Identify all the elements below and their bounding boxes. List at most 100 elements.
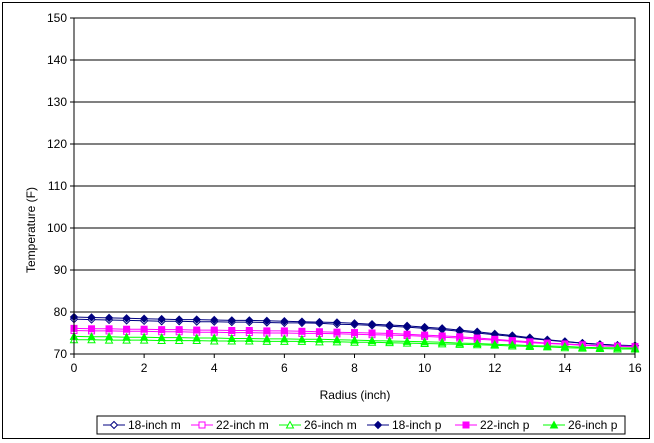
y-tick-label: 90 xyxy=(54,263,68,277)
y-tick-label: 150 xyxy=(47,11,67,25)
legend-item: 18-inch p xyxy=(367,418,442,432)
data-point xyxy=(174,315,184,324)
y-tick-label: 80 xyxy=(54,305,68,319)
data-point xyxy=(87,332,96,341)
data-point xyxy=(104,313,114,323)
data-point xyxy=(367,319,377,329)
data-point xyxy=(87,313,96,322)
data-point xyxy=(350,319,359,328)
legend-swatch-marker xyxy=(549,420,559,429)
data-point xyxy=(367,336,377,345)
data-point xyxy=(332,335,342,344)
data-point xyxy=(210,315,219,325)
data-point xyxy=(333,328,341,336)
x-axis-title: Radius (inch) xyxy=(320,388,391,402)
legend-swatch-marker xyxy=(462,421,470,429)
legend-label: 18-inch p xyxy=(392,418,442,432)
data-point xyxy=(420,322,429,332)
data-point xyxy=(105,325,113,333)
legend-item: 26-inch m xyxy=(279,418,357,432)
data-point xyxy=(420,337,429,346)
data-point xyxy=(262,334,272,343)
series-layer xyxy=(69,312,640,353)
data-point xyxy=(560,341,570,350)
data-point xyxy=(175,326,183,334)
x-tick-label: 4 xyxy=(211,361,218,375)
legend-item: 22-inch m xyxy=(191,418,269,432)
data-point xyxy=(315,317,324,327)
data-point xyxy=(507,340,517,349)
data-point xyxy=(351,329,358,337)
y-axis-title: Temperature (F) xyxy=(24,187,38,273)
x-tick-label: 6 xyxy=(281,361,288,375)
data-point xyxy=(209,333,219,342)
data-point xyxy=(578,342,587,351)
data-point xyxy=(157,314,166,324)
data-point xyxy=(227,333,237,342)
legend-item: 18-inch m xyxy=(103,418,181,432)
x-tick-label: 14 xyxy=(558,361,572,375)
x-tick-label: 2 xyxy=(141,361,148,375)
data-point xyxy=(193,326,201,334)
data-point xyxy=(157,333,166,342)
legend-label: 18-inch m xyxy=(128,418,181,432)
legend-label: 26-inch m xyxy=(304,418,357,432)
legend-label: 22-inch m xyxy=(216,418,269,432)
data-point xyxy=(245,326,253,334)
data-point xyxy=(402,321,412,331)
series-26-inch-p xyxy=(69,331,640,352)
data-point xyxy=(140,325,148,333)
data-point xyxy=(297,334,307,343)
legend-swatch-marker xyxy=(198,421,206,429)
data-point xyxy=(122,332,131,341)
data-point xyxy=(139,314,149,323)
legend-box xyxy=(96,415,626,435)
x-tick-label: 12 xyxy=(488,361,502,375)
legend-label: 22-inch p xyxy=(480,418,530,432)
y-tick-label: 140 xyxy=(47,53,67,67)
plot-area xyxy=(73,17,636,355)
data-point xyxy=(543,341,552,350)
legend-swatch-marker xyxy=(285,420,295,429)
data-point xyxy=(263,327,271,335)
data-point xyxy=(280,317,289,326)
data-point xyxy=(595,343,605,352)
legend-swatch-marker xyxy=(373,420,383,430)
legend-label: 26-inch p xyxy=(568,418,618,432)
y-tick-label: 130 xyxy=(47,95,67,109)
data-point xyxy=(403,330,411,338)
data-point xyxy=(227,316,236,325)
data-point xyxy=(525,341,535,350)
data-point xyxy=(244,333,254,342)
grid-lines xyxy=(74,17,635,313)
data-point xyxy=(315,334,324,343)
legend-item: 26-inch p xyxy=(543,418,618,432)
data-point xyxy=(490,339,500,348)
data-point xyxy=(437,324,447,333)
data-point xyxy=(158,326,166,334)
data-point xyxy=(437,337,447,346)
y-tick-label: 110 xyxy=(48,179,67,193)
legend-item: 22-inch p xyxy=(455,418,530,432)
data-point xyxy=(298,327,306,335)
data-point xyxy=(368,329,376,337)
x-tick-label: 16 xyxy=(628,361,642,375)
data-point xyxy=(104,332,114,341)
data-point xyxy=(315,328,323,336)
data-point xyxy=(385,320,394,330)
data-point xyxy=(332,318,342,327)
axes: 70 80 90 100 110 120 130 140 150 0 2 4 6 8 10 12 14 16 xyxy=(47,11,642,375)
x-tick-label: 0 xyxy=(71,361,78,375)
data-point xyxy=(122,314,131,323)
data-point xyxy=(88,325,96,333)
data-point xyxy=(192,315,201,324)
data-point xyxy=(228,326,236,334)
data-point xyxy=(472,338,482,347)
legend: 18-inch m 22-inch m 26-inch m 18-inch p 22-i… xyxy=(96,415,626,435)
x-tick-label: 10 xyxy=(418,361,432,375)
data-point xyxy=(192,333,202,342)
chart-frame xyxy=(2,2,650,439)
data-point xyxy=(421,331,429,339)
x-tick-label: 8 xyxy=(351,361,358,375)
data-point xyxy=(385,336,394,345)
